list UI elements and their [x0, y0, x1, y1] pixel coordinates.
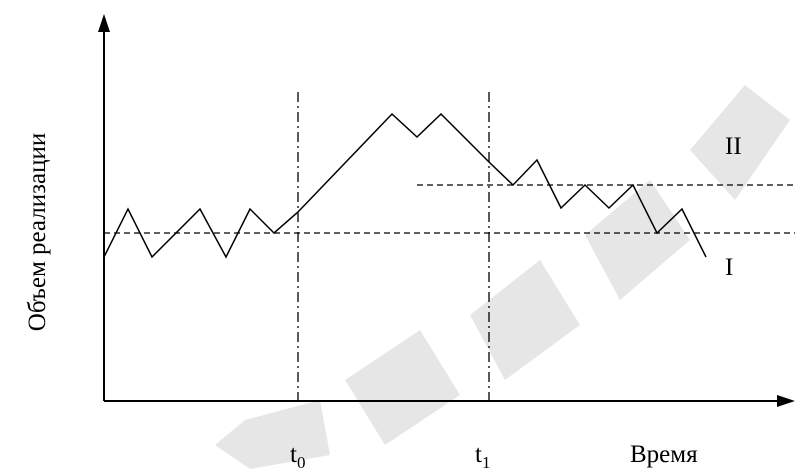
axes: [103, 28, 784, 402]
x-axis-arrow: [777, 395, 795, 407]
x-axis-label: Время: [630, 441, 698, 468]
t1-label: t1: [475, 441, 490, 469]
level-1-label: I: [725, 254, 733, 281]
watermark-logo: [215, 85, 790, 469]
t0-label-sub: 0: [297, 453, 306, 469]
level-2-label: II: [725, 133, 742, 160]
t0-label: t0: [290, 441, 305, 469]
y-axis-arrow: [98, 14, 110, 32]
y-axis-label: Объем реализации: [24, 133, 51, 331]
t1-label-sub: 1: [482, 453, 491, 469]
t1-label-base: t: [475, 441, 482, 468]
t0-label-base: t: [290, 441, 297, 468]
sales-volume-curve: [103, 112, 707, 259]
